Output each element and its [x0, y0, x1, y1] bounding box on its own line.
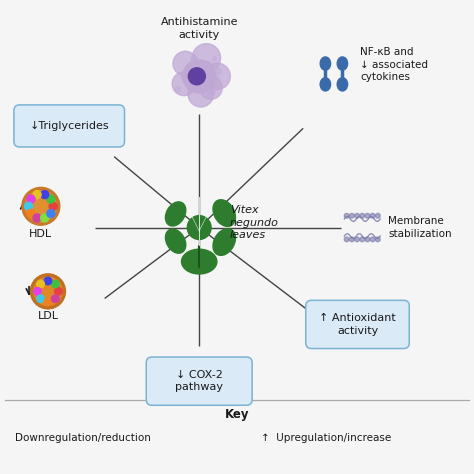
Ellipse shape: [320, 78, 330, 91]
Circle shape: [349, 213, 354, 218]
Circle shape: [27, 195, 35, 203]
Circle shape: [193, 76, 197, 79]
Circle shape: [47, 195, 55, 203]
Circle shape: [355, 237, 359, 242]
Circle shape: [175, 87, 181, 92]
Circle shape: [208, 76, 213, 82]
Circle shape: [25, 191, 56, 222]
Circle shape: [44, 298, 52, 306]
Circle shape: [33, 214, 41, 222]
Circle shape: [209, 88, 215, 95]
Circle shape: [204, 63, 230, 90]
Circle shape: [213, 64, 217, 67]
Circle shape: [182, 60, 216, 93]
Ellipse shape: [165, 202, 186, 226]
Circle shape: [214, 86, 219, 90]
Circle shape: [349, 237, 354, 242]
Circle shape: [44, 277, 52, 285]
Circle shape: [41, 214, 49, 222]
Ellipse shape: [213, 228, 236, 255]
Ellipse shape: [165, 229, 186, 253]
Circle shape: [365, 237, 370, 242]
Circle shape: [173, 51, 198, 76]
Circle shape: [47, 210, 55, 218]
Circle shape: [355, 213, 359, 218]
Text: Downregulation/reduction: Downregulation/reduction: [15, 433, 151, 443]
Text: Antihistamine
activity: Antihistamine activity: [160, 17, 238, 40]
Circle shape: [34, 288, 41, 295]
Circle shape: [365, 213, 370, 218]
Circle shape: [344, 237, 349, 242]
Circle shape: [375, 237, 380, 242]
Ellipse shape: [182, 249, 217, 274]
Ellipse shape: [213, 200, 236, 227]
Circle shape: [49, 202, 57, 210]
Circle shape: [37, 280, 45, 288]
Circle shape: [27, 210, 35, 218]
Text: ↑ Antioxidant
activity: ↑ Antioxidant activity: [319, 313, 396, 336]
Circle shape: [186, 73, 189, 76]
Circle shape: [55, 288, 62, 295]
Circle shape: [360, 213, 365, 218]
Circle shape: [191, 55, 197, 62]
Text: Vitex
negundo
leaves: Vitex negundo leaves: [230, 205, 279, 240]
Circle shape: [52, 295, 59, 302]
Circle shape: [212, 56, 216, 61]
FancyBboxPatch shape: [146, 357, 252, 405]
Circle shape: [370, 213, 375, 218]
Text: NF-κB and
↓ associated
cytokines: NF-κB and ↓ associated cytokines: [360, 47, 428, 82]
FancyBboxPatch shape: [14, 105, 125, 147]
Circle shape: [344, 213, 349, 218]
Circle shape: [52, 280, 59, 288]
Text: Membrane
stabilization: Membrane stabilization: [388, 216, 452, 239]
Circle shape: [360, 237, 365, 242]
Circle shape: [200, 77, 222, 100]
Circle shape: [196, 78, 202, 84]
Circle shape: [188, 82, 213, 107]
Text: ↓Triglycerides: ↓Triglycerides: [29, 121, 109, 131]
Text: LDL: LDL: [37, 311, 58, 321]
FancyBboxPatch shape: [306, 301, 409, 348]
Circle shape: [172, 72, 196, 96]
Circle shape: [370, 237, 375, 242]
Circle shape: [213, 75, 219, 82]
Circle shape: [187, 216, 211, 239]
Ellipse shape: [320, 57, 330, 70]
Circle shape: [207, 62, 211, 66]
Circle shape: [30, 274, 65, 309]
Text: ↓ COX-2
pathway: ↓ COX-2 pathway: [175, 370, 223, 392]
Ellipse shape: [337, 78, 347, 91]
Circle shape: [181, 75, 184, 79]
Circle shape: [33, 191, 41, 199]
Circle shape: [37, 295, 45, 302]
Circle shape: [188, 68, 205, 85]
Circle shape: [41, 191, 49, 199]
Circle shape: [25, 202, 33, 210]
Text: HDL: HDL: [29, 228, 53, 239]
Circle shape: [22, 187, 60, 225]
Circle shape: [192, 44, 220, 72]
Text: Key: Key: [225, 408, 249, 421]
Circle shape: [34, 277, 62, 306]
Text: ↑  Upregulation/increase: ↑ Upregulation/increase: [261, 433, 391, 443]
Circle shape: [375, 213, 380, 218]
Circle shape: [216, 68, 221, 74]
Ellipse shape: [337, 57, 347, 70]
